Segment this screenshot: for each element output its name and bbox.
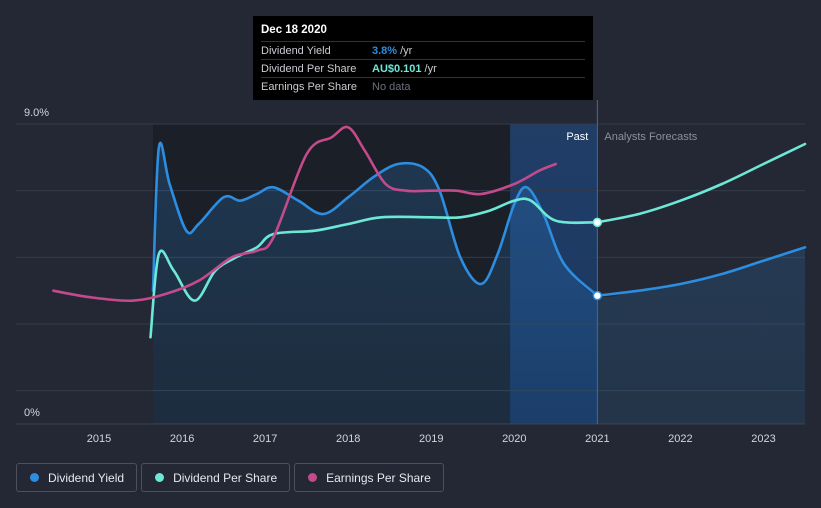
tooltip-value: AU$0.101 [372,62,422,75]
chart-legend: Dividend Yield Dividend Per Share Earnin… [16,463,444,492]
dividend-yield-line [151,141,599,297]
legend-label: Earnings Per Share [326,470,431,485]
dividend-per-share-line [149,197,599,339]
past-label: Past [566,131,588,143]
x-tick-label: 2022 [668,433,692,445]
x-tick-label: 2017 [253,433,277,445]
dividend-yield-marker [592,290,603,301]
x-tick-label: 2016 [170,433,194,445]
dividend-per-share-marker [592,217,603,228]
dividend-per-share-forecast-line [596,142,807,224]
legend-dot-icon [155,473,165,482]
y-tick-label: 9.0% [24,107,49,119]
legend-dot-icon [30,473,39,482]
legend-item-dividend-per-share[interactable]: Dividend Per Share [141,463,291,492]
tooltip-label: Earnings Per Share [261,80,357,93]
earnings-per-share-line [52,125,558,303]
tooltip-row-dividend-per-share: Dividend Per Share AU$0.101 /yr [261,59,585,77]
tooltip-row-dividend-yield: Dividend Yield 3.8% /yr [261,41,585,59]
chart-tooltip: Dec 18 2020 Dividend Yield 3.8% /yr Divi… [253,16,593,100]
legend-label: Dividend Yield [48,470,125,485]
y-tick-label: 0% [24,407,40,419]
dividend-yield-forecast-line [596,246,807,297]
tooltip-value: 3.8% [372,44,398,57]
tooltip-row-earnings-per-share: Earnings Per Share No data [261,77,585,95]
tooltip-date: Dec 18 2020 [261,24,327,36]
tooltip-label: Dividend Per Share [261,62,357,75]
tooltip-label: Dividend Yield [261,44,331,57]
tooltip-unit: /yr [424,62,437,75]
x-tick-label: 2023 [751,433,775,445]
x-tick-label: 2019 [419,433,443,445]
legend-dot-icon [308,473,318,482]
x-tick-label: 2021 [585,433,609,445]
legend-label: Dividend Per Share [173,470,278,485]
legend-item-dividend-yield[interactable]: Dividend Yield [16,463,138,492]
x-tick-label: 2018 [336,433,360,445]
tooltip-no-data: No data [372,80,411,93]
tooltip-unit: /yr [400,44,413,57]
legend-item-earnings-per-share[interactable]: Earnings Per Share [294,463,444,492]
x-tick-label: 2020 [502,433,526,445]
x-tick-label: 2015 [87,433,111,445]
forecast-label: Analysts Forecasts [604,131,697,143]
